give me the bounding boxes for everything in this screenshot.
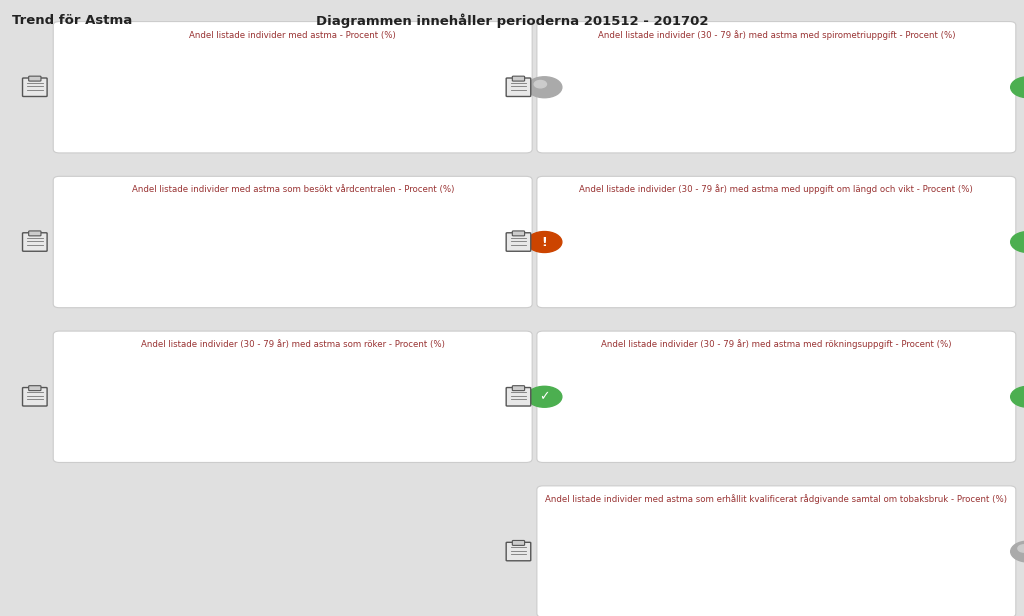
Circle shape xyxy=(527,386,562,407)
Text: Diagrammen innehåller perioderna 201512 - 201702: Diagrammen innehåller perioderna 201512 … xyxy=(315,14,709,28)
Text: ✓: ✓ xyxy=(540,391,550,403)
Text: !: ! xyxy=(542,235,547,248)
FancyBboxPatch shape xyxy=(29,231,41,236)
FancyBboxPatch shape xyxy=(512,231,524,236)
FancyBboxPatch shape xyxy=(506,233,530,251)
FancyBboxPatch shape xyxy=(506,542,530,561)
Text: Andel listade individer (30 - 79 år) med astma som röker - Procent (%): Andel listade individer (30 - 79 år) med… xyxy=(140,340,444,349)
Text: 5.81: 5.81 xyxy=(490,66,510,75)
Circle shape xyxy=(1011,77,1024,98)
FancyBboxPatch shape xyxy=(512,540,524,545)
FancyBboxPatch shape xyxy=(512,386,524,391)
Circle shape xyxy=(1018,545,1024,552)
Text: Andel listade individer med astma som erhållit kvalificerat rådgivande samtal om: Andel listade individer med astma som er… xyxy=(546,494,1008,504)
Text: 70.13: 70.13 xyxy=(490,270,516,278)
FancyBboxPatch shape xyxy=(512,76,524,81)
Text: Andel listade individer med astma som besökt vårdcentralen - Procent (%): Andel listade individer med astma som be… xyxy=(131,185,454,195)
Circle shape xyxy=(527,77,562,98)
Circle shape xyxy=(535,81,547,88)
Text: 67.22: 67.22 xyxy=(974,243,999,252)
Text: Andel listade individer med astma - Procent (%): Andel listade individer med astma - Proc… xyxy=(189,31,396,39)
Text: Andel listade individer (30 - 79 år) med astma med uppgift om längd och vikt - P: Andel listade individer (30 - 79 år) med… xyxy=(580,185,973,195)
Text: ✓: ✓ xyxy=(1023,81,1024,94)
Text: Trend för Astma: Trend för Astma xyxy=(12,14,132,26)
Circle shape xyxy=(1011,232,1024,253)
FancyBboxPatch shape xyxy=(23,233,47,251)
FancyBboxPatch shape xyxy=(29,386,41,391)
Text: Andel listade individer (30 - 79 år) med astma med rökningsuppgift - Procent (%): Andel listade individer (30 - 79 år) med… xyxy=(601,339,951,349)
Text: ✓: ✓ xyxy=(1023,391,1024,403)
Text: 81.67: 81.67 xyxy=(974,386,999,395)
Text: 67.22: 67.22 xyxy=(974,61,999,70)
FancyBboxPatch shape xyxy=(23,387,47,406)
FancyBboxPatch shape xyxy=(23,78,47,97)
FancyBboxPatch shape xyxy=(506,78,530,97)
Circle shape xyxy=(1011,386,1024,407)
Circle shape xyxy=(527,232,562,253)
FancyBboxPatch shape xyxy=(29,76,41,81)
FancyBboxPatch shape xyxy=(506,387,530,406)
Text: 12.93: 12.93 xyxy=(490,410,516,419)
Text: Andel listade individer (30 - 79 år) med astma med spirometriuppgift - Procent (: Andel listade individer (30 - 79 år) med… xyxy=(598,30,955,39)
Text: ✓: ✓ xyxy=(1023,235,1024,248)
Circle shape xyxy=(1011,541,1024,562)
Text: 1.52: 1.52 xyxy=(974,535,994,545)
